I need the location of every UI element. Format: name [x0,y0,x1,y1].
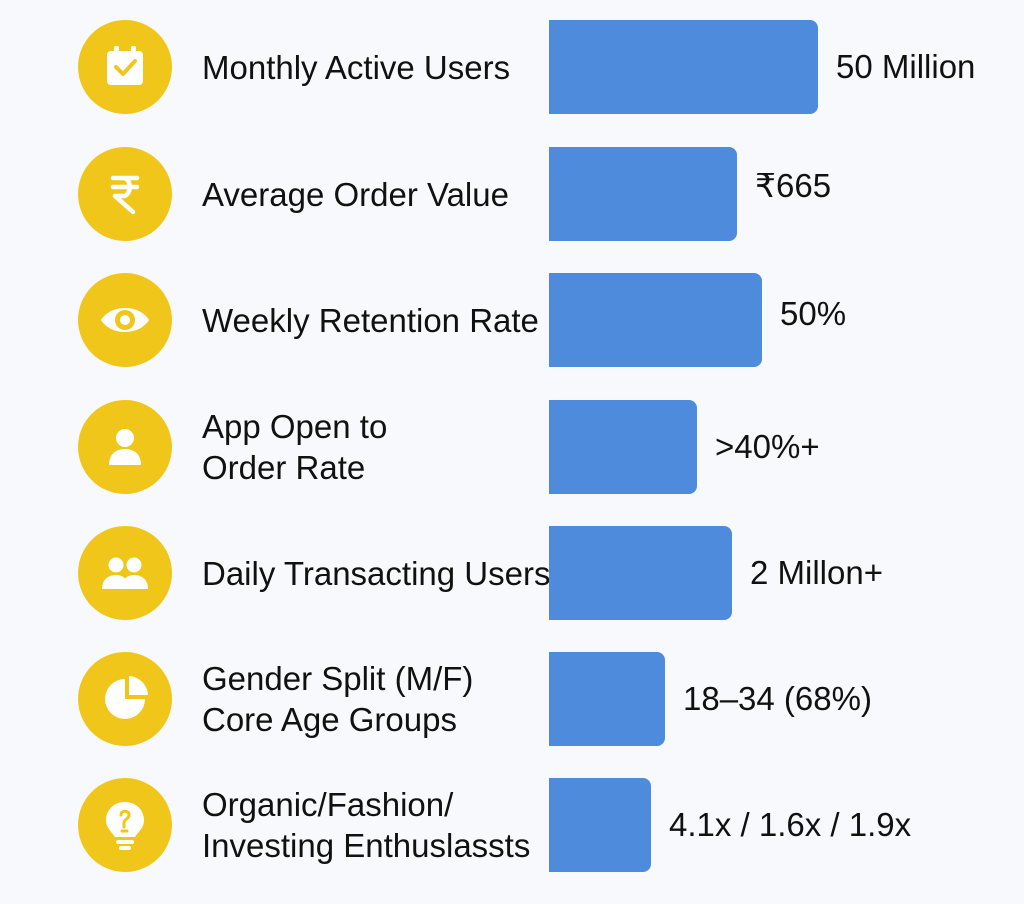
rupee-icon [78,147,172,241]
metric-value: 2 Millon+ [750,554,883,591]
metric-label: App Open to Order Rate [202,408,388,486]
metric-value: 50% [780,295,847,332]
metric-label: Monthly Active Users [202,49,511,86]
metric-row: Organic/Fashion/ Investing Enthuslassts 4… [0,778,1024,878]
metric-bar [549,778,651,872]
metric-row: App Open to Order Rate >40%+ [0,400,1024,500]
metric-value: ₹665 [755,167,832,204]
metric-label: Organic/Fashion/ Investing Enthuslassts [202,786,531,864]
metric-label: Weekly Retention Rate [202,302,539,339]
metric-bar [549,526,732,620]
calendar-check-icon [78,20,172,114]
metric-value: 18–34 (68%) [683,680,872,717]
metric-value: 4.1x / 1.6x / 1.9x [669,806,912,843]
metric-bar [549,147,737,241]
metric-label: Average Order Value [202,176,509,213]
metric-bar [549,652,665,746]
metric-bar [549,400,697,494]
metric-row: Monthly Active Users 50 Million [0,20,1024,120]
metric-label: Gender Split (M/F) Core Age Groups [202,660,474,738]
pie-chart-icon [78,652,172,746]
metric-row: Gender Split (M/F) Core Age Groups 18–34 … [0,652,1024,752]
metric-value: 50 Million [836,48,976,85]
metric-label: Daily Transacting Users [202,555,551,592]
metric-bar [549,273,762,367]
lightbulb-icon [78,778,172,872]
users-icon [78,526,172,620]
metric-row: Daily Transacting Users 2 Millon+ [0,526,1024,626]
metric-row: Average Order Value ₹665 [0,147,1024,247]
metric-value: >40%+ [715,428,820,465]
metric-row: Weekly Retention Rate 50% [0,273,1024,373]
user-icon [78,400,172,494]
metric-bar [549,20,818,114]
eye-icon [78,273,172,367]
